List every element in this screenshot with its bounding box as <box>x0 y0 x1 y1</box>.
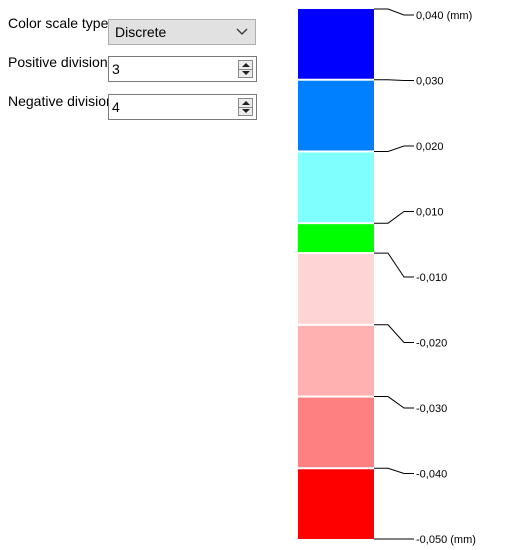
scale-segment-1 <box>298 9 374 79</box>
positive-divisions-spinner[interactable]: 3 <box>108 56 257 82</box>
scale-segment-4 <box>298 224 374 253</box>
scale-label-8: -0,040 <box>416 469 447 481</box>
leader-line-1 <box>374 8 414 16</box>
scale-segment-2 <box>298 80 374 151</box>
scale-label-3: 0,020 <box>416 141 444 153</box>
leader-line-6 <box>374 324 414 343</box>
leader-line-7 <box>374 396 414 409</box>
scale-segment-3 <box>298 152 374 223</box>
negative-divisions-value: 4 <box>112 99 120 115</box>
scale-segment-5 <box>298 254 374 324</box>
scale-label-6: -0,020 <box>416 338 447 350</box>
color-scale-type-label: Color scale type <box>8 15 109 31</box>
increment-arrow-icon[interactable] <box>239 99 252 108</box>
leader-line-2 <box>374 79 414 81</box>
color-scale-type-dropdown[interactable]: Discrete <box>108 19 256 45</box>
scale-segment-8 <box>298 469 374 539</box>
scale-label-5: -0,010 <box>416 272 447 284</box>
scale-label-7: -0,030 <box>416 403 447 415</box>
leader-line-4 <box>374 211 414 224</box>
scale-segment-7 <box>298 397 374 468</box>
increment-arrow-icon[interactable] <box>239 61 252 70</box>
leader-line-8 <box>374 467 414 474</box>
positive-divisions-value: 3 <box>112 61 120 77</box>
positive-divisions-label: Positive divisions <box>8 54 115 70</box>
positive-divisions-stepper[interactable] <box>238 60 253 78</box>
scale-label-2: 0,030 <box>416 76 444 88</box>
scale-label-1: 0,040 (mm) <box>416 10 472 22</box>
negative-divisions-label: Negative divisions <box>8 93 121 109</box>
decrement-arrow-icon[interactable] <box>239 107 252 115</box>
leader-line-3 <box>374 145 414 152</box>
scale-label-9: -0,050 (mm) <box>416 534 476 546</box>
negative-divisions-stepper[interactable] <box>238 98 253 116</box>
color-scale-type-value: Discrete <box>115 24 167 40</box>
leader-line-5 <box>374 252 414 278</box>
chevron-down-icon <box>236 28 248 35</box>
negative-divisions-spinner[interactable]: 4 <box>108 94 257 120</box>
scale-label-4: 0,010 <box>416 207 444 219</box>
decrement-arrow-icon[interactable] <box>239 69 252 77</box>
scale-segment-6 <box>298 325 374 396</box>
